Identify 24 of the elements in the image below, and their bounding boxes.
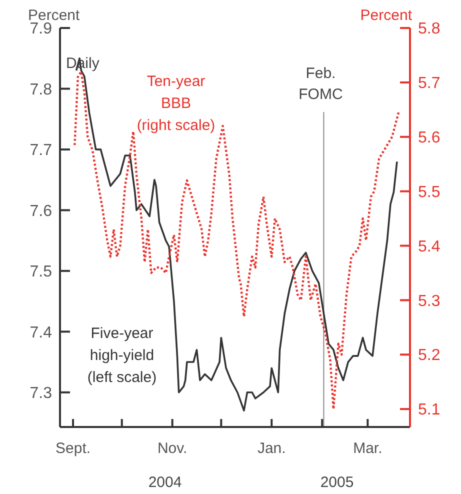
x-tick-label: Mar. <box>353 440 382 457</box>
x-tick-label: Nov. <box>157 440 188 457</box>
y-tick-label: 7.3 <box>30 384 52 402</box>
x-tick-label: Sept. <box>56 440 91 457</box>
text: 2004 <box>148 474 182 491</box>
y2-tick-label: 5.7 <box>418 75 440 92</box>
y2-tick-label: 5.1 <box>418 402 440 419</box>
text: 2005 <box>320 474 354 491</box>
y-tick-label: 7.5 <box>30 264 52 281</box>
y2-tick-label: 5.4 <box>418 238 440 256</box>
series-label: Ten-year BBB (right scale) <box>136 73 216 134</box>
y2-tick-label: 5.2 <box>418 347 440 364</box>
series-label: Five-year high-yield (left scale) <box>87 325 157 386</box>
y2-axis-title: Percent <box>360 7 413 24</box>
y-tick-label: 7.6 <box>30 202 52 220</box>
y-tick-label: 7.4 <box>30 324 52 342</box>
y2-tick-label: 5.8 <box>418 20 440 38</box>
y2-tick-label: 5.3 <box>418 292 440 310</box>
y-tick-label: 7.8 <box>30 81 52 98</box>
x-tick-label: Jan. <box>257 440 286 457</box>
ref-line-label: Feb. FOMC <box>298 65 343 103</box>
y2-tick-label: 5.5 <box>418 184 440 201</box>
y2-tick-label: 5.6 <box>418 129 440 146</box>
y-tick-label: 7.7 <box>30 142 52 160</box>
